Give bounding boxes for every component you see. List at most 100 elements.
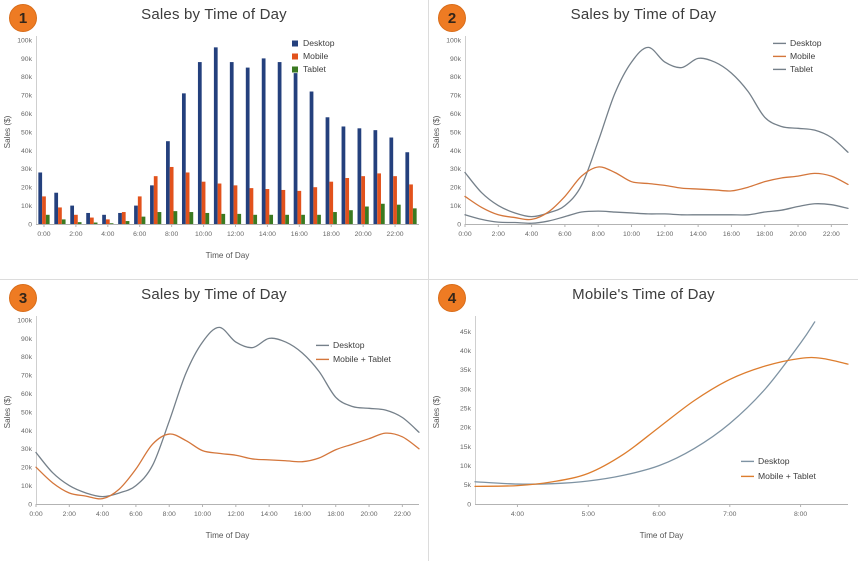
svg-text:6:00: 6:00 (129, 511, 142, 518)
svg-text:70k: 70k (21, 373, 33, 380)
svg-text:50k: 50k (21, 129, 33, 136)
svg-text:12:00: 12:00 (656, 231, 673, 238)
svg-text:12:00: 12:00 (227, 511, 244, 518)
axes (36, 36, 419, 225)
chart-panel-2: 2 Sales by Time of Day 0 10k 20k 30k 40k 50k 6… (429, 0, 858, 280)
svg-text:10k: 10k (21, 483, 33, 490)
svg-text:0: 0 (467, 501, 471, 508)
svg-text:20:00: 20:00 (355, 231, 372, 238)
panel-number-badge: 1 (9, 4, 37, 32)
svg-text:30k: 30k (21, 166, 33, 173)
svg-text:40k: 40k (21, 148, 33, 155)
svg-text:4:00: 4:00 (96, 511, 109, 518)
svg-text:20k: 20k (21, 465, 33, 472)
svg-text:100k: 100k (17, 37, 32, 44)
svg-text:22:00: 22:00 (823, 231, 840, 238)
svg-text:5:00: 5:00 (582, 511, 595, 518)
svg-text:22:00: 22:00 (394, 511, 411, 518)
y-axis-label: Sales ($) (3, 395, 12, 428)
svg-text:0: 0 (28, 501, 32, 508)
svg-text:7:00: 7:00 (723, 511, 736, 518)
svg-text:8:00: 8:00 (794, 511, 807, 518)
y-axis-label: Sales ($) (432, 115, 441, 148)
svg-text:50k: 50k (21, 409, 33, 416)
line-chart-canvas: 0 10k 20k 30k 40k 50k 60k 70k 80k 90k 100k 0:00 2:00… (3, 316, 420, 540)
svg-text:60k: 60k (21, 391, 33, 398)
svg-text:Mobile + Tablet: Mobile + Tablet (758, 471, 816, 481)
y-axis-label: Sales ($) (432, 395, 441, 428)
svg-text:Desktop: Desktop (303, 38, 335, 48)
chart-panel-1: 1 Sales by Time of Day 0 10k 20k 30k 40k 50k 6… (0, 0, 429, 280)
svg-text:0:00: 0:00 (37, 231, 50, 238)
legend: Desktop Mobile Tablet (292, 38, 335, 74)
svg-text:Desktop: Desktop (790, 38, 822, 48)
y-axis-ticks: 0 10k 20k 30k 40k 50k 60k 70k 80k 90k 100k (17, 317, 32, 508)
svg-text:8:00: 8:00 (165, 231, 178, 238)
svg-text:40k: 40k (460, 348, 472, 355)
svg-text:80k: 80k (21, 354, 33, 361)
y-axis-ticks: 0 10k 20k 30k 40k 50k 60k 70k 80k 90k 100k (446, 37, 461, 228)
svg-text:90k: 90k (21, 56, 33, 63)
svg-text:Mobile + Tablet: Mobile + Tablet (333, 354, 391, 364)
svg-text:10k: 10k (460, 463, 472, 470)
svg-text:14:00: 14:00 (259, 231, 276, 238)
y-axis-label: Sales ($) (3, 115, 12, 148)
svg-text:14:00: 14:00 (261, 511, 278, 518)
chart-title: Sales by Time of Day (141, 286, 287, 303)
chart-title: Mobile's Time of Day (572, 286, 715, 303)
svg-text:18:00: 18:00 (323, 231, 340, 238)
svg-text:25k: 25k (460, 406, 472, 413)
svg-text:70k: 70k (21, 93, 33, 100)
svg-text:40k: 40k (21, 428, 33, 435)
svg-text:40k: 40k (450, 148, 462, 155)
axes (465, 36, 848, 225)
svg-text:16:00: 16:00 (723, 231, 740, 238)
svg-text:2:00: 2:00 (69, 231, 82, 238)
svg-text:90k: 90k (450, 56, 462, 63)
svg-text:16:00: 16:00 (294, 511, 311, 518)
series-tablet (45, 203, 417, 224)
legend: Desktop Mobile Tablet (773, 38, 822, 74)
svg-text:Tablet: Tablet (303, 64, 327, 74)
series-desktop (474, 321, 816, 485)
svg-text:2:00: 2:00 (63, 511, 76, 518)
svg-text:10:00: 10:00 (194, 511, 211, 518)
svg-text:30k: 30k (450, 166, 462, 173)
bar-chart-canvas: 0 10k 20k 30k 40k 50k 60k 70k 80k 90k 100k 0:00 2:00… (3, 36, 419, 260)
svg-text:30k: 30k (21, 446, 33, 453)
svg-text:18:00: 18:00 (327, 511, 344, 518)
series-mobile (42, 166, 413, 224)
x-axis-label: Time of Day (206, 251, 251, 260)
legend: Desktop Mobile + Tablet (741, 456, 816, 481)
svg-text:60k: 60k (450, 111, 462, 118)
svg-text:16:00: 16:00 (291, 231, 308, 238)
svg-text:Mobile: Mobile (303, 51, 329, 61)
chart-panel-3: 3 Sales by Time of Day 0 10k 20k 30k 40k 50k 6… (0, 280, 429, 561)
svg-text:45k: 45k (460, 329, 472, 336)
svg-text:Desktop: Desktop (758, 456, 790, 466)
chart-title: Sales by Time of Day (570, 6, 717, 23)
svg-text:10:00: 10:00 (623, 231, 640, 238)
panel-number-badge: 3 (9, 284, 37, 312)
series-mobile (464, 166, 849, 221)
svg-text:60k: 60k (21, 111, 33, 118)
x-axis-ticks: 0:00 2:00 4:00 6:00 8:00 10:00 12:00 14:00 16:00… (458, 224, 840, 238)
series-desktop (38, 47, 410, 225)
svg-text:Desktop: Desktop (333, 340, 365, 350)
chart-panel-4: 4 Mobile's Time of Day 0 5k 10k 15k 20k 25k 30… (429, 280, 858, 561)
x-axis-ticks: 0:00 2:00 4:00 6:00 8:00 10:00 12:00 14:00 16:00… (29, 504, 411, 518)
x-axis-ticks: 4:00 5:00 6:00 7:00 8:00 (511, 504, 807, 518)
svg-text:18:00: 18:00 (756, 231, 773, 238)
svg-text:4:00: 4:00 (101, 231, 114, 238)
svg-text:22:00: 22:00 (387, 231, 404, 238)
line-chart-canvas: 0 10k 20k 30k 40k 50k 60k 70k 80k 90k 100k 0:00 2:00… (432, 36, 849, 238)
svg-text:50k: 50k (450, 129, 462, 136)
svg-text:5k: 5k (464, 482, 472, 489)
svg-text:4:00: 4:00 (511, 511, 524, 518)
series-tablet (464, 203, 849, 224)
axes (36, 316, 419, 505)
svg-text:10k: 10k (450, 203, 462, 210)
svg-text:0: 0 (457, 221, 461, 228)
svg-text:0: 0 (28, 221, 32, 228)
svg-text:15k: 15k (460, 444, 472, 451)
